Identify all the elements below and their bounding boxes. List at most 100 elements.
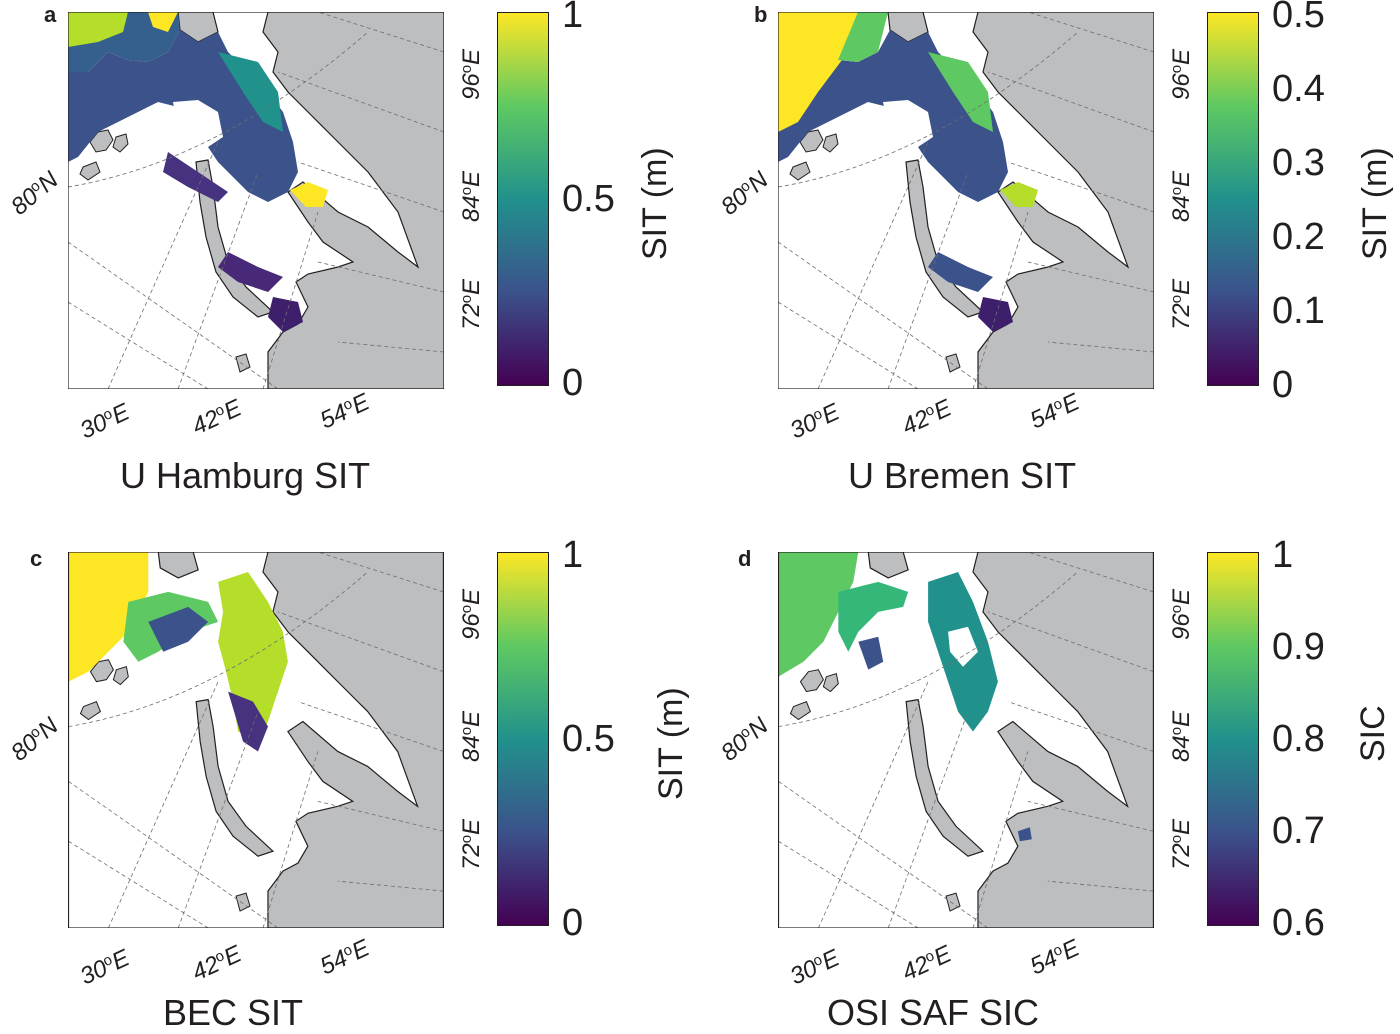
colorbar-tick: 0 bbox=[562, 362, 584, 404]
lon-label-right: 84oE bbox=[458, 710, 485, 762]
land-novaya-zemlya bbox=[905, 698, 985, 857]
sea-ice-mid bbox=[218, 52, 283, 132]
map-u-bremen-sit bbox=[778, 12, 1154, 389]
land-kolguev bbox=[235, 892, 251, 912]
colorbar-tick: 1 bbox=[562, 534, 584, 576]
colorbar-tick: 0.8 bbox=[1272, 718, 1325, 760]
lat-label: 80oN bbox=[6, 166, 64, 221]
graticule bbox=[68, 12, 444, 389]
colorbar bbox=[497, 12, 549, 386]
lon-label-bottom: 42oE bbox=[898, 394, 956, 441]
open-water bbox=[173, 100, 223, 147]
land-svalbard-islands bbox=[79, 659, 129, 721]
sea-ice-mid bbox=[838, 12, 888, 62]
graticule bbox=[68, 552, 444, 928]
colorbar-label: SIT (m) bbox=[652, 687, 690, 800]
sea-ice-thin bbox=[1017, 827, 1032, 842]
panel-title: U Bremen SIT bbox=[848, 455, 1077, 496]
panel-letter: b bbox=[754, 2, 768, 27]
lon-label-right: 72oE bbox=[458, 278, 485, 330]
lon-label-right: 84oE bbox=[1168, 710, 1195, 762]
colorbar-label: SIT (m) bbox=[636, 147, 674, 260]
lon-label-bottom: 30oE bbox=[786, 398, 844, 445]
panel-letter: d bbox=[738, 546, 752, 571]
colorbar-tick: 1 bbox=[1272, 534, 1294, 576]
map-u-hamburg-sit bbox=[68, 12, 444, 389]
land-svalbard-islands bbox=[789, 129, 839, 181]
land-franz-josef bbox=[157, 552, 199, 579]
sea-ice-thin bbox=[228, 691, 268, 752]
lon-label-right: 72oE bbox=[1168, 818, 1195, 870]
land-kolguev bbox=[945, 892, 961, 912]
sea-ice-thick bbox=[778, 12, 858, 132]
land-svalbard-islands bbox=[79, 129, 129, 181]
open-water bbox=[883, 100, 933, 147]
lon-label-bottom: 54oE bbox=[1026, 388, 1084, 435]
colorbar-tick: 0.6 bbox=[1272, 902, 1325, 944]
lat-label: 80oN bbox=[6, 712, 64, 767]
sea-ice-thin bbox=[858, 636, 884, 670]
graticule bbox=[778, 12, 1154, 389]
sea-ice-coastal bbox=[218, 252, 283, 292]
lon-label-bottom: 42oE bbox=[188, 394, 246, 441]
lon-label-right: 96oE bbox=[458, 588, 485, 640]
land-svalbard-islands bbox=[789, 669, 839, 721]
sea-ice-thick bbox=[68, 552, 149, 682]
sea-ice-thick bbox=[148, 12, 178, 32]
colorbar-tick: 0.5 bbox=[562, 718, 615, 760]
lat-label: 80oN bbox=[716, 712, 774, 767]
colorbar bbox=[1207, 12, 1259, 386]
map-osi-saf-sic bbox=[778, 552, 1154, 928]
colorbar-tick: 0.5 bbox=[1272, 0, 1325, 36]
panel-title: U Hamburg SIT bbox=[120, 455, 371, 496]
sea-ice-coastal bbox=[268, 297, 303, 332]
colorbar-tick: 0.9 bbox=[1272, 626, 1325, 668]
lon-label-right: 72oE bbox=[1168, 278, 1195, 330]
open-water bbox=[948, 626, 978, 667]
colorbar bbox=[497, 552, 549, 926]
colorbar-tick: 0 bbox=[1272, 364, 1294, 406]
lon-label-right: 96oE bbox=[458, 48, 485, 100]
colorbar-label: SIC bbox=[1354, 705, 1392, 762]
colorbar bbox=[1207, 552, 1259, 926]
lon-label-right: 96oE bbox=[1168, 588, 1195, 640]
sea-ice-coastal bbox=[1000, 182, 1038, 207]
map-bec-sit bbox=[68, 552, 444, 928]
lon-label-bottom: 54oE bbox=[316, 934, 374, 981]
sea-ice-coastal bbox=[978, 297, 1013, 332]
lon-label-bottom: 42oE bbox=[898, 940, 956, 987]
lat-label: 80oN bbox=[716, 166, 774, 221]
colorbar-label: SIT (m) bbox=[1356, 147, 1394, 260]
land-novaya-zemlya bbox=[195, 698, 275, 857]
panel-title: OSI SAF SIC bbox=[827, 992, 1040, 1033]
land-franz-josef bbox=[867, 552, 909, 579]
panel-d: d 80oN 30oE 42o bbox=[710, 534, 1400, 1033]
sea-ice-thin bbox=[163, 152, 228, 202]
graticule bbox=[778, 552, 1154, 928]
lon-label-bottom: 54oE bbox=[316, 388, 374, 435]
panel-title: BEC SIT bbox=[163, 992, 304, 1033]
colorbar-tick: 0.5 bbox=[562, 178, 615, 220]
lon-label-right: 84oE bbox=[458, 170, 485, 222]
land-mainland bbox=[972, 552, 1154, 928]
sea-ice-thin bbox=[148, 606, 209, 652]
lon-label-right: 72oE bbox=[458, 818, 485, 870]
sea-ice-thick bbox=[68, 12, 128, 47]
land-mainland bbox=[262, 552, 444, 928]
lon-label-bottom: 54oE bbox=[1026, 934, 1084, 981]
panel-c: c 80oN 30oE 42oE bbox=[0, 534, 700, 1033]
panel-a: a bbox=[0, 0, 700, 516]
colorbar-tick: 0 bbox=[562, 902, 584, 944]
sea-ice-mid bbox=[928, 52, 993, 132]
lon-label-bottom: 30oE bbox=[76, 944, 134, 991]
colorbar-tick: 0.2 bbox=[1272, 216, 1325, 258]
lon-label-right: 96oE bbox=[1168, 48, 1195, 100]
colorbar-tick: 0.7 bbox=[1272, 810, 1325, 852]
colorbar-tick: 1 bbox=[562, 0, 584, 36]
sea-ice-coastal bbox=[290, 182, 328, 207]
lon-label-bottom: 42oE bbox=[188, 940, 246, 987]
panel-letter: a bbox=[44, 2, 57, 27]
land-kolguev bbox=[235, 353, 251, 373]
lon-label-right: 84oE bbox=[1168, 170, 1195, 222]
colorbar-tick: 0.3 bbox=[1272, 142, 1325, 184]
